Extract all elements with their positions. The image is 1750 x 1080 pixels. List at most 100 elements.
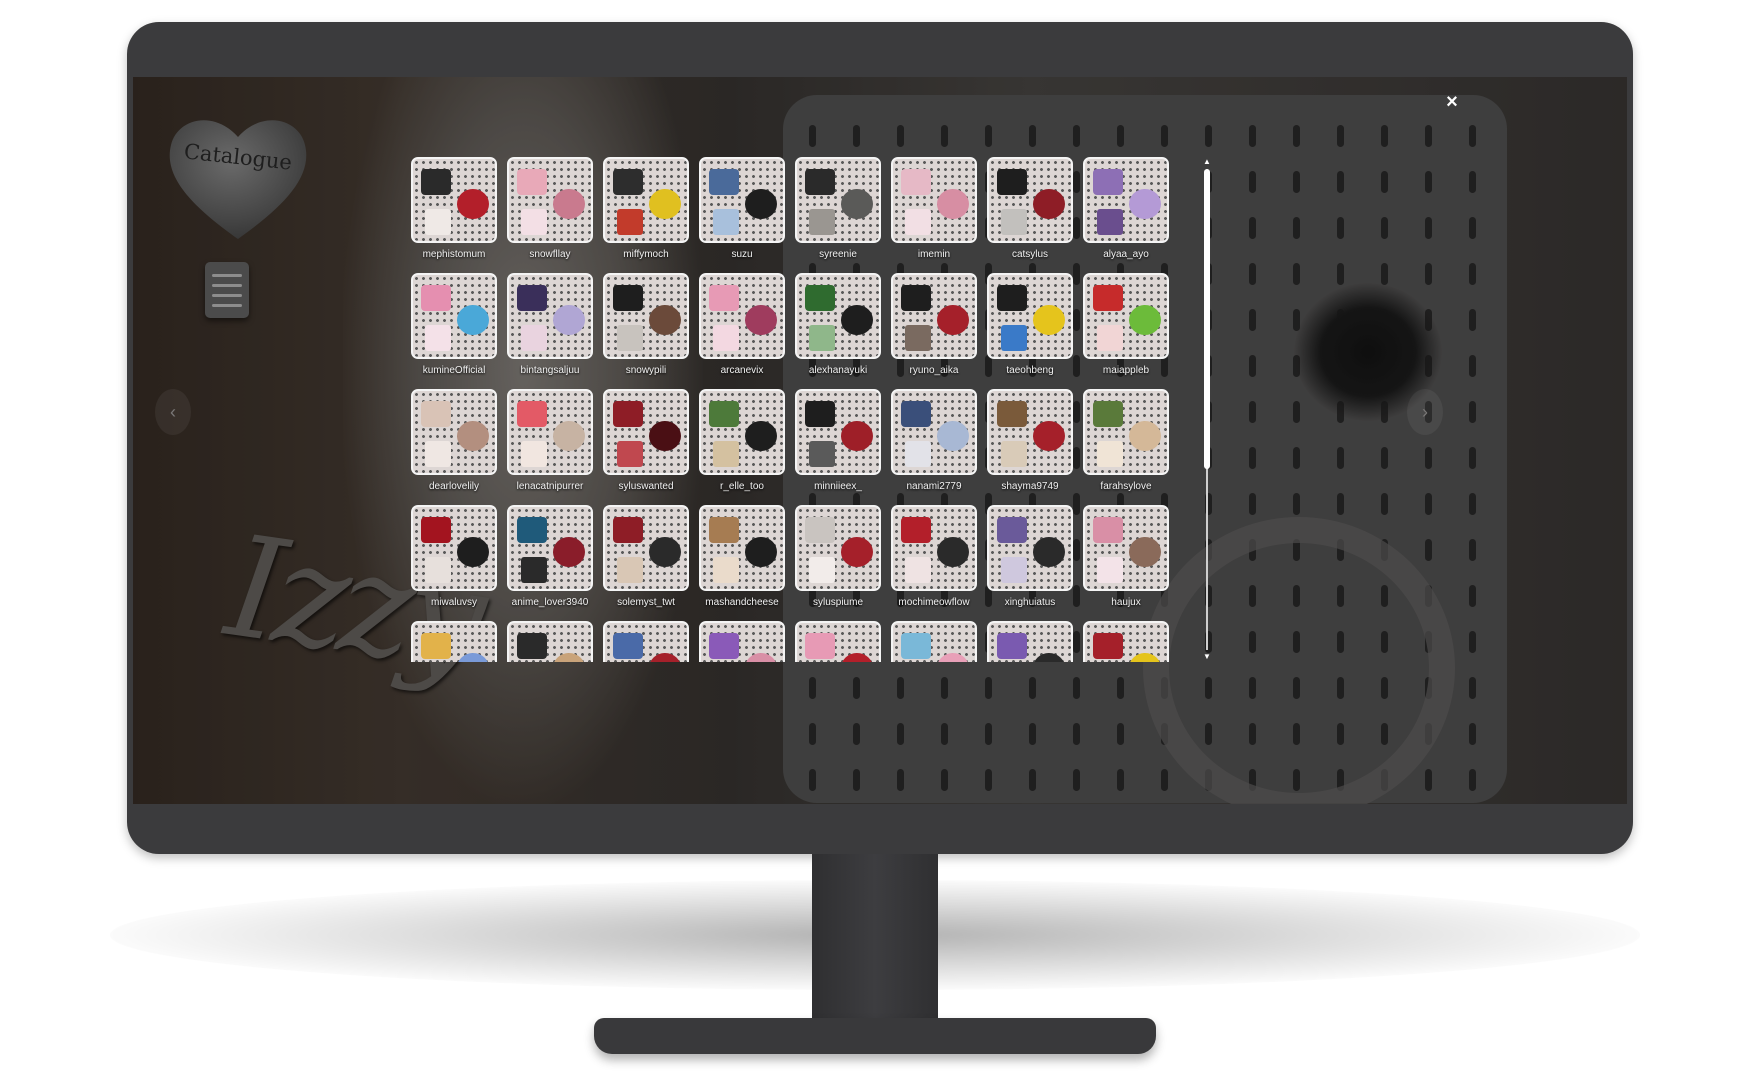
user-card[interactable]	[795, 621, 881, 662]
user-card[interactable]: snowypili	[603, 273, 689, 389]
user-card-thumbnail[interactable]	[1083, 621, 1169, 662]
user-card-thumbnail[interactable]	[411, 505, 497, 591]
user-card-thumbnail[interactable]	[891, 157, 977, 243]
user-card[interactable]: imemin	[891, 157, 977, 273]
user-card[interactable]: taeohbeng	[987, 273, 1073, 389]
user-card[interactable]: xinghuiatus	[987, 505, 1073, 621]
user-card[interactable]: r_elle_too	[699, 389, 785, 505]
user-card-name: solemyst_twt	[617, 597, 675, 608]
user-card-thumbnail[interactable]	[795, 157, 881, 243]
thumbnail-sticker	[937, 537, 969, 567]
user-card-thumbnail[interactable]	[411, 273, 497, 359]
close-icon[interactable]: ×	[1446, 91, 1458, 113]
user-card-thumbnail[interactable]	[987, 505, 1073, 591]
user-card-thumbnail[interactable]	[1083, 389, 1169, 475]
user-card[interactable]: minniieex_	[795, 389, 881, 505]
user-card[interactable]	[987, 621, 1073, 662]
user-card[interactable]: suzu	[699, 157, 785, 273]
thumbnail-sticker	[997, 169, 1027, 195]
user-card-thumbnail[interactable]	[603, 621, 689, 662]
user-card-thumbnail[interactable]	[891, 621, 977, 662]
catalogue-heart-logo[interactable]	[163, 107, 313, 247]
scroll-thumb[interactable]	[1204, 169, 1210, 469]
user-card[interactable]: snowfllay	[507, 157, 593, 273]
user-card-thumbnail[interactable]	[603, 505, 689, 591]
scroll-up-icon[interactable]: ▲	[1203, 157, 1211, 166]
user-card[interactable]: farahsylove	[1083, 389, 1169, 505]
user-card[interactable]: nanami2779	[891, 389, 977, 505]
user-card-thumbnail[interactable]	[795, 273, 881, 359]
user-card-thumbnail[interactable]	[795, 621, 881, 662]
user-card[interactable]: syluswanted	[603, 389, 689, 505]
notepad-icon[interactable]	[205, 262, 249, 318]
user-card[interactable]: lenacatnipurrer	[507, 389, 593, 505]
scroll-down-icon[interactable]: ▼	[1203, 652, 1211, 661]
user-card[interactable]: ryuno_aika	[891, 273, 977, 389]
user-card[interactable]: solemyst_twt	[603, 505, 689, 621]
gallery-scrollbar[interactable]: ▲ ▼	[1202, 157, 1212, 662]
user-card[interactable]	[699, 621, 785, 662]
user-card[interactable]: mephistomum	[411, 157, 497, 273]
user-card[interactable]: alexhanayuki	[795, 273, 881, 389]
user-card-thumbnail[interactable]	[507, 621, 593, 662]
user-card[interactable]	[1083, 621, 1169, 662]
user-card-thumbnail[interactable]	[987, 157, 1073, 243]
user-card-thumbnail[interactable]	[603, 389, 689, 475]
user-card[interactable]: syluspiume	[795, 505, 881, 621]
user-card[interactable]: bintangsaljuu	[507, 273, 593, 389]
user-card-thumbnail[interactable]	[507, 389, 593, 475]
user-card[interactable]: kumineOfficial	[411, 273, 497, 389]
user-card-thumbnail[interactable]	[699, 621, 785, 662]
thumbnail-sticker	[1033, 421, 1065, 451]
thumbnail-sticker	[1033, 537, 1065, 567]
user-card[interactable]: maiappleb	[1083, 273, 1169, 389]
user-card-thumbnail[interactable]	[603, 273, 689, 359]
thumbnail-sticker	[1001, 325, 1027, 351]
user-card-thumbnail[interactable]	[1083, 157, 1169, 243]
next-arrow-icon[interactable]: ›	[1407, 389, 1443, 435]
user-card-thumbnail[interactable]	[507, 273, 593, 359]
user-card-thumbnail[interactable]	[699, 505, 785, 591]
user-card-thumbnail[interactable]	[507, 505, 593, 591]
user-card-thumbnail[interactable]	[507, 157, 593, 243]
user-card[interactable]: haujux	[1083, 505, 1169, 621]
user-card[interactable]: anime_lover3940	[507, 505, 593, 621]
thumbnail-sticker	[805, 401, 835, 427]
user-card[interactable]: alyaa_ayo	[1083, 157, 1169, 273]
user-card-thumbnail[interactable]	[987, 273, 1073, 359]
monitor-stand-neck	[812, 854, 938, 1019]
user-card[interactable]: dearlovelily	[411, 389, 497, 505]
user-card-thumbnail[interactable]	[891, 273, 977, 359]
user-card[interactable]	[507, 621, 593, 662]
user-card-thumbnail[interactable]	[1083, 273, 1169, 359]
pegboard-hole	[1073, 585, 1080, 607]
user-card[interactable]	[891, 621, 977, 662]
user-gallery[interactable]: mephistomum snowfllay miffymoch suzu syreeni…	[411, 157, 1201, 662]
user-card-thumbnail[interactable]	[411, 157, 497, 243]
user-card[interactable]: catsylus	[987, 157, 1073, 273]
user-card-thumbnail[interactable]	[1083, 505, 1169, 591]
user-card-thumbnail[interactable]	[795, 389, 881, 475]
user-card-thumbnail[interactable]	[699, 389, 785, 475]
user-card-thumbnail[interactable]	[603, 157, 689, 243]
prev-arrow-icon[interactable]: ‹	[155, 389, 191, 435]
user-card-thumbnail[interactable]	[699, 273, 785, 359]
user-card-thumbnail[interactable]	[987, 389, 1073, 475]
user-card-thumbnail[interactable]	[699, 157, 785, 243]
user-card[interactable]: arcanevix	[699, 273, 785, 389]
user-card[interactable]: shayma9749	[987, 389, 1073, 505]
user-card[interactable]: miffymoch	[603, 157, 689, 273]
user-card[interactable]	[411, 621, 497, 662]
user-card[interactable]: syreenie	[795, 157, 881, 273]
user-card-thumbnail[interactable]	[891, 505, 977, 591]
user-card-thumbnail[interactable]	[795, 505, 881, 591]
user-card-thumbnail[interactable]	[987, 621, 1073, 662]
user-card-thumbnail[interactable]	[891, 389, 977, 475]
user-card[interactable]	[603, 621, 689, 662]
user-card[interactable]: mochimeowflow	[891, 505, 977, 621]
user-card[interactable]: miwaluvsy	[411, 505, 497, 621]
user-card[interactable]: mashandcheese	[699, 505, 785, 621]
user-card-thumbnail[interactable]	[411, 389, 497, 475]
thumbnail-sticker	[649, 421, 681, 451]
user-card-thumbnail[interactable]	[411, 621, 497, 662]
